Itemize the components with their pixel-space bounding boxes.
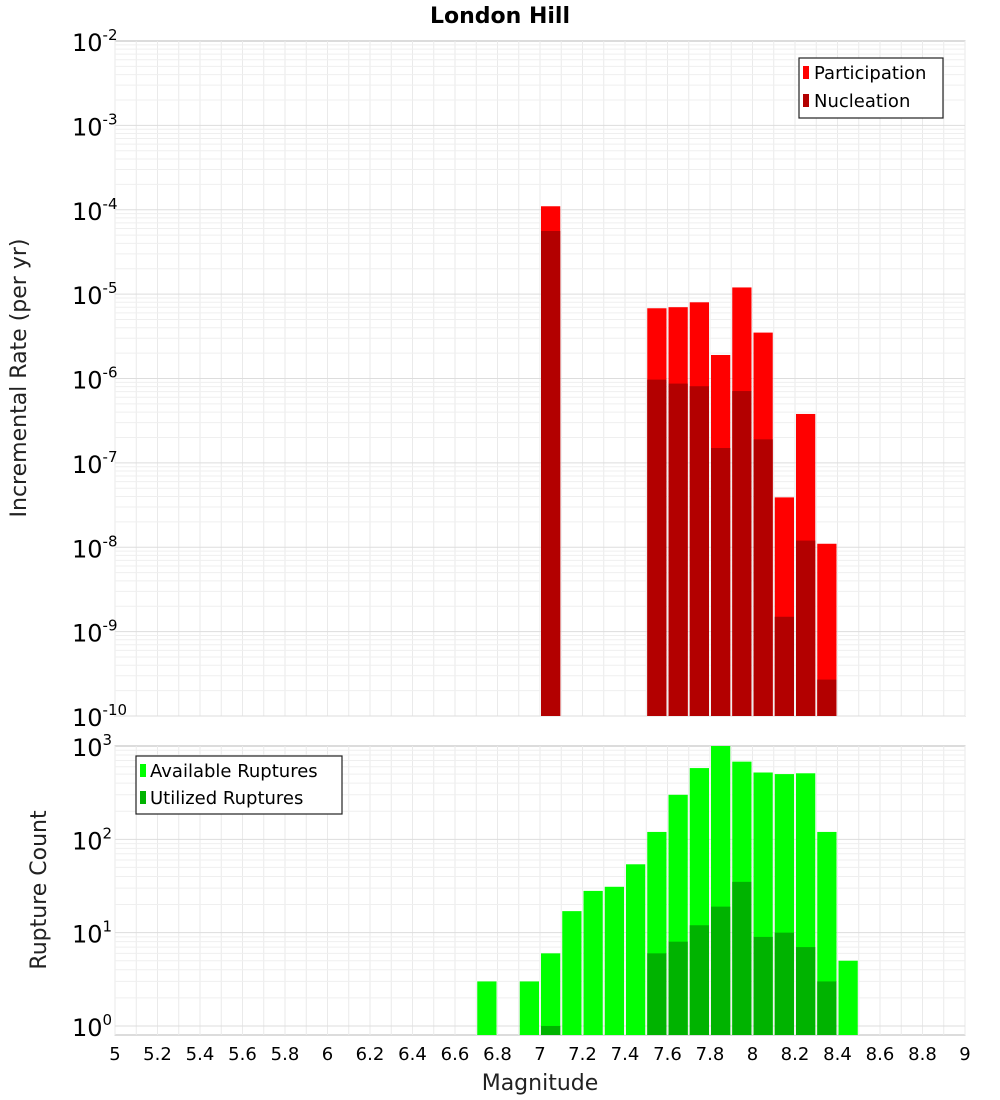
x-tick-label: 8.4 [823,1044,852,1065]
utilized-ruptures-bar [647,953,667,1035]
rate-y-axis-label: Incremental Rate (per yr) [7,239,32,518]
utilized-ruptures-bar [689,925,709,1035]
utilized-ruptures-bar [753,936,773,1035]
participation-bar [817,543,837,716]
rate-y-tick-label: 10-8 [72,532,118,563]
x-tick-label: 7.8 [696,1044,725,1065]
rate-y-tick-label: 10-5 [72,279,118,310]
available-ruptures-bar [519,981,539,1035]
rate-y-tick-label: 10-7 [72,448,118,479]
participation-legend-label: Participation [814,63,926,84]
x-tick-labels: 5 5.2 5.4 5.6 5.8 6 6.2 6.4 6.6 6.8 7 7.2 7.4 7.6 7.8 8… [109,1044,970,1065]
available-ruptures-bar [838,960,858,1035]
available-ruptures-bar [626,864,646,1035]
x-tick-label: 5.8 [271,1044,300,1065]
nucleation-bar [817,679,837,716]
utilized-ruptures-bar [796,947,816,1035]
nucleation-bar [711,448,731,716]
available-ruptures-bar [562,911,582,1035]
count-y-tick-label: 101 [72,918,112,949]
count-bars [477,746,858,1035]
utilized-ruptures-bar [774,932,794,1035]
utilized-ruptures-bar [817,981,837,1035]
x-tick-label: 6.6 [441,1044,470,1065]
rate-y-tick-label: 10-9 [72,617,118,648]
nucleation-bar [753,439,773,716]
rate-legend: Participation Nucleation [798,57,944,119]
count-y-axis-label: Rupture Count [27,810,52,970]
x-tick-label: 6.2 [356,1044,385,1065]
nucleation-legend-swatch [803,94,809,107]
x-tick-label: 7.2 [568,1044,597,1065]
nucleation-bar [647,379,667,716]
x-tick-label: 8 [747,1044,758,1065]
rate-y-tick-label: 10-2 [72,26,118,57]
count-y-tick-label: 102 [72,824,112,855]
utilized-ruptures-bar [541,1025,561,1035]
utilized-ruptures-bar [668,941,688,1035]
x-tick-label: 6 [322,1044,333,1065]
x-tick-label: 7.6 [653,1044,682,1065]
rate-y-tick-label: 10-6 [72,364,118,395]
utilized-ruptures-bar [711,906,731,1035]
x-tick-label: 8.2 [781,1044,810,1065]
rate-y-tick-label: 10-10 [72,701,127,732]
available-legend-swatch [140,764,146,777]
x-tick-label: 5.2 [143,1044,172,1065]
available-ruptures-bar [541,953,561,1035]
rate-y-tick-label: 10-4 [72,195,118,226]
rate-panel: London Hill 10-1010-910-810-710-610-510-… [7,4,966,732]
rate-legend-box [798,57,944,119]
count-y-tick-labels: 100 101 102 103 [72,731,112,1042]
rate-y-tick-labels: 10-10 10-9 10-8 10-7 10-6 10-5 10-4 10-3 10-2 [72,26,127,732]
count-y-tick-label: 103 [72,731,112,762]
nucleation-bar [796,540,816,716]
x-tick-label: 5.6 [228,1044,257,1065]
available-ruptures-bar [583,890,603,1035]
nucleation-bar [732,391,752,716]
nucleation-bar [689,386,709,716]
available-legend-label: Available Ruptures [150,761,318,782]
nucleation-bar [774,616,794,716]
x-tick-label: 8.8 [908,1044,937,1065]
participation-legend-swatch [803,66,809,79]
x-tick-label: 5.4 [186,1044,215,1065]
nucleation-bar [541,230,561,716]
utilized-legend-swatch [140,791,146,804]
count-y-tick-label: 100 [72,1011,112,1042]
count-panel: 100 101 102 103 5 5.2 5.4 5.6 5.8 6 6.2 6.4 6.6 6.8 7… [27,731,971,1096]
x-tick-label: 7.4 [611,1044,640,1065]
x-tick-label: 5 [109,1044,120,1065]
available-ruptures-bar [477,981,497,1035]
x-tick-label: 6.8 [483,1044,512,1065]
count-legend: Available Ruptures Utilized Ruptures [135,755,343,815]
utilized-ruptures-bar [732,881,752,1035]
utilized-legend-label: Utilized Ruptures [150,788,303,809]
nucleation-bar [668,383,688,716]
x-tick-label: 8.6 [866,1044,895,1065]
count-legend-box [135,755,343,815]
x-tick-label: 7 [534,1044,545,1065]
nucleation-legend-label: Nucleation [814,91,910,112]
rate-y-tick-label: 10-3 [72,110,118,141]
rate-bars [541,206,837,716]
chart-title: London Hill [430,4,570,29]
rate-gridlines [114,41,966,717]
x-tick-label: 6.4 [398,1044,427,1065]
x-tick-label: 9 [959,1044,970,1065]
available-ruptures-bar [604,886,624,1035]
x-axis-label: Magnitude [482,1071,599,1096]
